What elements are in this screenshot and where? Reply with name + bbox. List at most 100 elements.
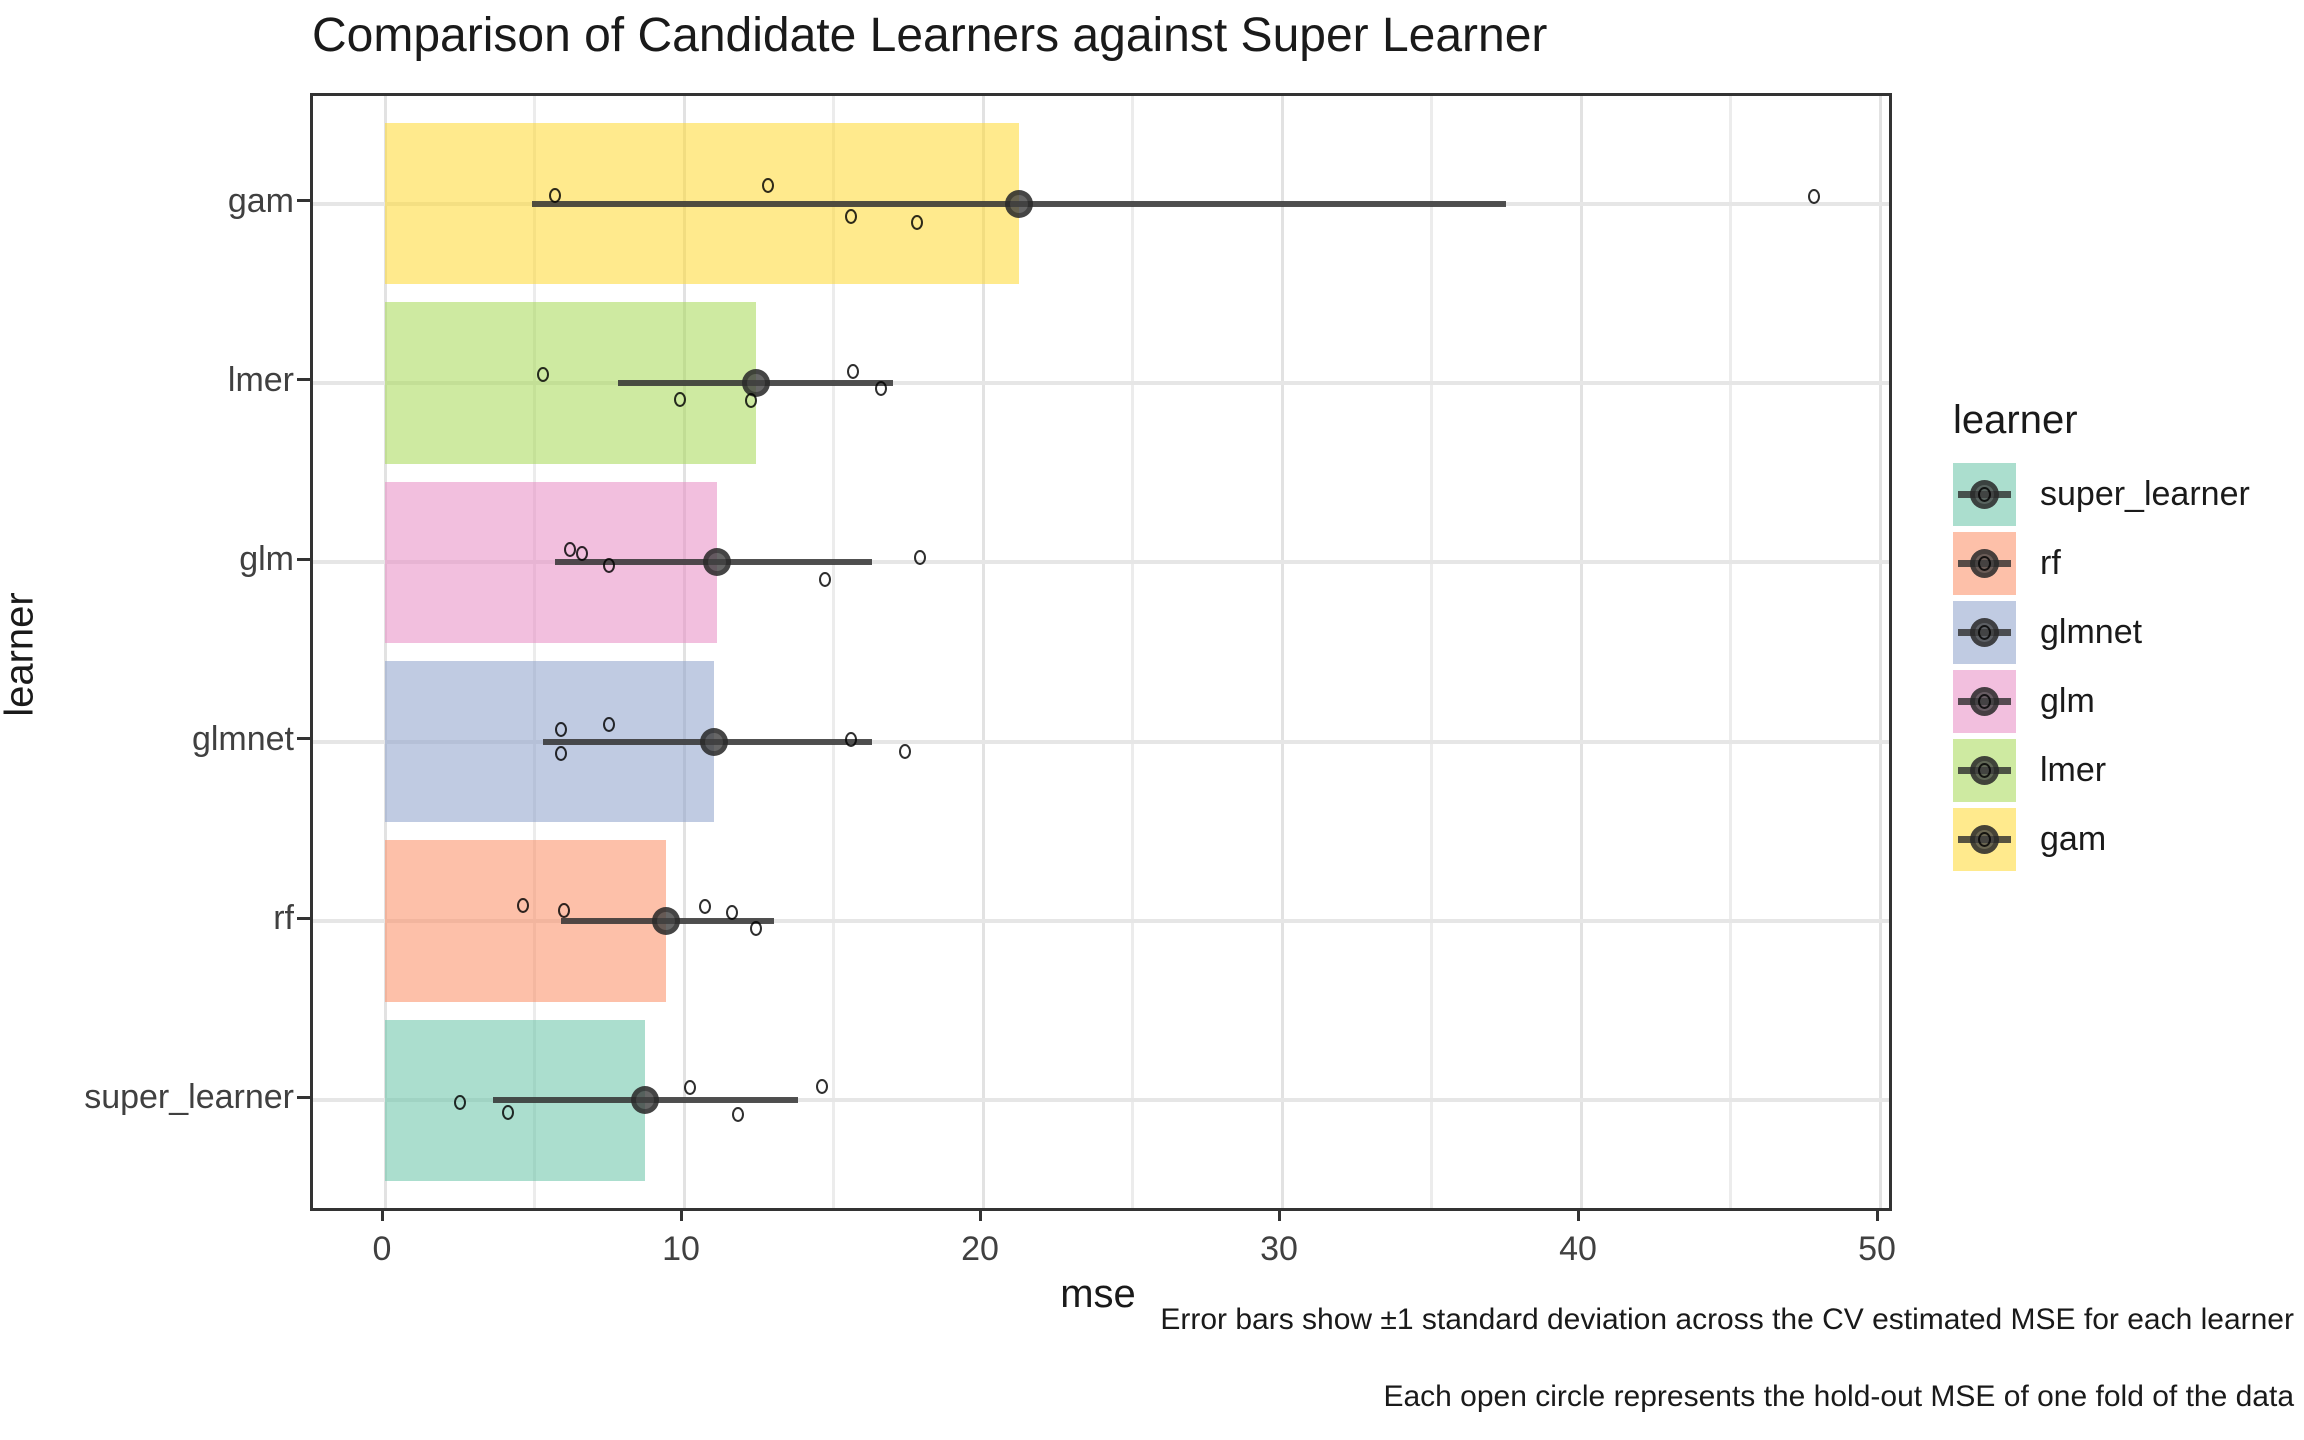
y-axis-title: learner [0, 592, 42, 717]
y-tick [297, 378, 310, 382]
mean-point-glm [702, 548, 731, 577]
x-major-gridline [1579, 96, 1583, 1208]
legend-key-super_learner [1953, 463, 2016, 526]
fold-point-glm [818, 571, 831, 587]
fold-point-lmer [875, 381, 888, 397]
y-tick [297, 916, 310, 920]
fold-point-lmer [745, 393, 758, 409]
fold-point-glmnet [555, 722, 568, 738]
fold-point-rf [516, 897, 529, 913]
fold-point-glmnet [845, 732, 858, 748]
mean-point-glmnet [699, 727, 728, 756]
legend-fold-circle-glyph [1978, 556, 1991, 571]
fold-point-glmnet [555, 746, 568, 762]
fold-point-rf [558, 902, 571, 918]
x-tick [679, 1208, 683, 1221]
mean-point-rf [652, 907, 681, 936]
mean-point-lmer [741, 368, 770, 397]
x-major-gridline [1280, 96, 1284, 1208]
mean-point-gam [1004, 189, 1033, 218]
fold-point-super_learner [453, 1094, 466, 1110]
caption-errorbars: Error bars show ±1 standard deviation ac… [1160, 1303, 2294, 1336]
legend-item-lmer: lmer [1953, 739, 2250, 802]
x-minor-gridline [1430, 96, 1433, 1208]
legend-fold-circle-glyph [1978, 832, 1991, 847]
fold-point-gam [1808, 189, 1821, 205]
fold-point-super_learner [815, 1078, 828, 1094]
x-tick-label: 0 [372, 1230, 392, 1268]
row-gridline [313, 739, 1889, 744]
plot-title: Comparison of Candidate Learners against… [312, 9, 1548, 62]
row-gridline [313, 1098, 1889, 1103]
legend-label-glmnet: glmnet [2040, 613, 2143, 651]
legend-label-lmer: lmer [2040, 751, 2107, 789]
row-gridline [313, 380, 1889, 385]
y-tick [297, 737, 310, 741]
row-gridline [313, 919, 1889, 924]
fold-point-rf [698, 898, 711, 914]
x-minor-gridline [1729, 96, 1732, 1208]
x-tick [380, 1208, 384, 1221]
fold-point-glmnet [603, 717, 616, 733]
plot-panel [310, 93, 1892, 1211]
caption-folds: Each open circle represents the hold-out… [1383, 1380, 2294, 1413]
x-minor-gridline [832, 96, 835, 1208]
y-tick-label-glmnet: glmnet [191, 719, 294, 758]
legend-label-super_learner: super_learner [2040, 475, 2250, 513]
fold-point-super_learner [501, 1104, 514, 1120]
x-axis-title: mse [1060, 1272, 1136, 1316]
fold-point-glmnet [899, 744, 912, 760]
y-tick [297, 199, 310, 203]
legend-item-gam: gam [1953, 808, 2250, 871]
fold-point-rf [725, 904, 738, 920]
x-tick-label: 40 [1559, 1230, 1597, 1268]
x-major-gridline [383, 96, 387, 1208]
legend-fold-circle-glyph [1978, 625, 1991, 640]
x-tick-label: 20 [961, 1230, 999, 1268]
legend-item-glmnet: glmnet [1953, 601, 2250, 664]
fold-point-glm [914, 549, 927, 565]
legend-mean-point-glyph [1970, 687, 1999, 716]
y-tick [297, 557, 310, 561]
fold-point-glm [576, 545, 589, 561]
x-tick [1576, 1208, 1580, 1221]
x-tick [1875, 1208, 1879, 1221]
row-gridline [313, 560, 1889, 565]
fold-point-gam [845, 209, 858, 225]
x-tick [978, 1208, 982, 1221]
y-tick-label-rf: rf [273, 899, 294, 938]
legend-key-gam [1953, 808, 2016, 871]
fold-point-glm [564, 541, 577, 557]
fold-point-glm [603, 557, 616, 573]
x-major-gridline [1878, 96, 1882, 1208]
legend-key-rf [1953, 532, 2016, 595]
legend-mean-point-glyph [1970, 825, 1999, 854]
fold-point-super_learner [683, 1079, 696, 1095]
fold-point-super_learner [731, 1106, 744, 1122]
legend-item-rf: rf [1953, 532, 2250, 595]
legend-fold-circle-glyph [1978, 763, 1991, 778]
legend-item-super_learner: super_learner [1953, 463, 2250, 526]
y-tick-label-glm: glm [239, 540, 294, 579]
legend-fold-circle-glyph [1978, 487, 1991, 502]
legend-item-glm: glm [1953, 670, 2250, 733]
y-tick-label-lmer: lmer [227, 360, 294, 399]
x-major-gridline [981, 96, 985, 1208]
fold-point-gam [549, 188, 562, 204]
legend-label-rf: rf [2040, 544, 2061, 582]
x-tick [1277, 1208, 1281, 1221]
fold-point-rf [749, 920, 762, 936]
x-major-gridline [682, 96, 686, 1208]
legend-key-glm [1953, 670, 2016, 733]
y-tick-label-super_learner: super_learner [84, 1078, 294, 1117]
legend-title: learner [1953, 398, 2078, 442]
x-minor-gridline [533, 96, 536, 1208]
fold-point-lmer [673, 392, 686, 408]
y-tick-label-gam: gam [227, 181, 294, 220]
legend-key-glmnet [1953, 601, 2016, 664]
legend-label-gam: gam [2040, 820, 2107, 858]
x-tick-label: 50 [1858, 1230, 1896, 1268]
